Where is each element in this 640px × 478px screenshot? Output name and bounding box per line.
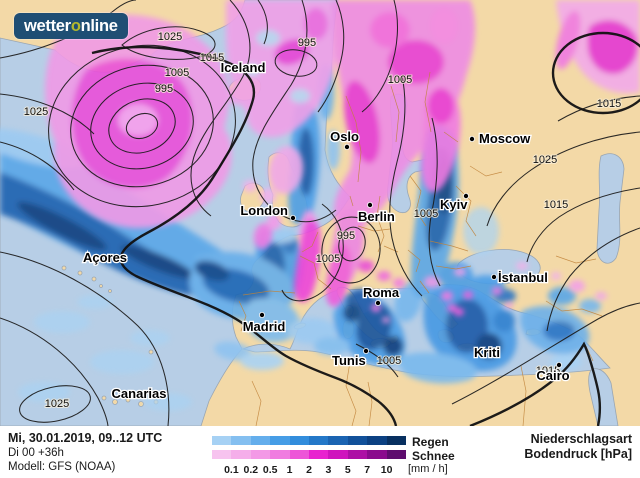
city-name-label: Iceland <box>221 60 266 75</box>
pressure-value-label: 1025 <box>158 31 182 43</box>
europe-precipitation-map: 1025 1015 995 1005 995 1005 1015 1025 1025 1015 10… <box>0 0 640 426</box>
city-dot <box>468 135 475 142</box>
city-dot <box>343 143 350 150</box>
pressure-value-label: 1015 <box>597 98 621 110</box>
pressure-value-label: 995 <box>337 230 355 242</box>
city-dot <box>258 311 265 318</box>
legend-tick: 2 <box>306 464 312 476</box>
model-name-label: Modell: GFS (NOAA) <box>8 460 116 473</box>
city-name-label: Roma <box>363 285 400 300</box>
city-name-label: Cairo <box>536 368 569 383</box>
pressure-labels: 1025 1015 995 1005 995 1005 1015 1025 1025 1015 10… <box>23 30 622 411</box>
isobar-lines-bold <box>91 31 640 426</box>
model-run-label: Di 00 +36h <box>8 447 64 459</box>
precip-color-legend: 0.1 0.2 0.5 1 2 3 5 7 10 <box>212 436 407 476</box>
pressure-value-label: 1015 <box>536 365 560 377</box>
pressure-value-label: 1025 <box>533 154 557 166</box>
city-dot <box>374 299 381 306</box>
pressure-value-label: 995 <box>155 83 173 95</box>
legend-tick: 0.1 <box>224 464 239 476</box>
legend-tick: 1 <box>286 464 293 476</box>
city-name-label: Berlin <box>358 209 395 224</box>
title-pressure: Bodendruck [hPa] <box>524 446 632 461</box>
city-dot <box>556 361 563 368</box>
isobar-lines <box>0 0 640 426</box>
logo-text-o: o <box>70 16 81 35</box>
rain-precip-layer <box>0 64 601 411</box>
pressure-value-label: 1025 <box>24 106 48 118</box>
legend-tick: 5 <box>344 464 351 476</box>
rain-color-scale <box>212 436 407 445</box>
city-labels: Oslo Moscow London Berlin Kyiv İstanbul Madrid… <box>82 59 571 403</box>
pressure-value-label: 1005 <box>316 253 340 265</box>
map-type-title: Niederschlagsart Bodendruck [hPa] <box>524 432 632 461</box>
country-borders <box>238 71 603 426</box>
city-name-label: Kriti <box>474 345 500 360</box>
pressure-value-label: 995 <box>298 37 316 49</box>
snow-label: Schnee <box>412 449 455 463</box>
legend-tick: 3 <box>325 464 332 476</box>
city-dot <box>462 192 469 199</box>
pressure-value-label: 1005 <box>388 74 412 86</box>
snow-precip-layer <box>45 0 640 323</box>
city-name-label: Canarias <box>112 386 167 401</box>
legend-tick: 7 <box>364 464 371 476</box>
city-dot <box>490 273 497 280</box>
pressure-value-label: 1015 <box>200 52 224 64</box>
rain-label: Regen <box>412 435 449 449</box>
legend-panel: Mi, 30.01.2019, 09..12 UTC Di 00 +36h Mo… <box>0 426 640 478</box>
legend-tick: 0.5 <box>262 464 278 476</box>
legend-tick-values: 0.1 0.2 0.5 1 2 3 5 7 10 <box>212 464 406 476</box>
pressure-value-label: 1005 <box>165 67 189 79</box>
city-dot <box>362 347 369 354</box>
pressure-value-label: 1005 <box>414 208 438 220</box>
city-name-label: Madrid <box>243 319 286 334</box>
logo-text-wetter: wetter <box>24 16 71 35</box>
city-name-label: Oslo <box>330 129 359 144</box>
wetteronline-logo[interactable]: wetter o nline <box>14 13 128 39</box>
city-name-label: Açores <box>83 250 127 265</box>
city-name-label: London <box>240 203 288 218</box>
pressure-value-label: 1005 <box>377 355 401 367</box>
logo-text-nline: nline <box>80 16 118 35</box>
title-precip-type: Niederschlagsart <box>530 432 632 446</box>
city-dot <box>366 201 373 208</box>
legend-tick: 0.2 <box>243 464 259 476</box>
snow-color-scale <box>212 450 407 459</box>
city-name-label: Moscow <box>479 131 531 146</box>
city-name-label: Kyiv <box>440 197 468 212</box>
city-dot <box>289 214 296 221</box>
unit-label: [mm / h] <box>408 463 448 475</box>
legend-tick: 10 <box>380 464 393 476</box>
city-name-label: Tunis <box>332 353 366 368</box>
city-name-label: İstanbul <box>498 270 548 285</box>
pressure-value-label: 1015 <box>544 199 568 211</box>
pressure-value-label: 1025 <box>45 398 69 410</box>
valid-time-label: Mi, 30.01.2019, 09..12 UTC <box>8 431 163 445</box>
